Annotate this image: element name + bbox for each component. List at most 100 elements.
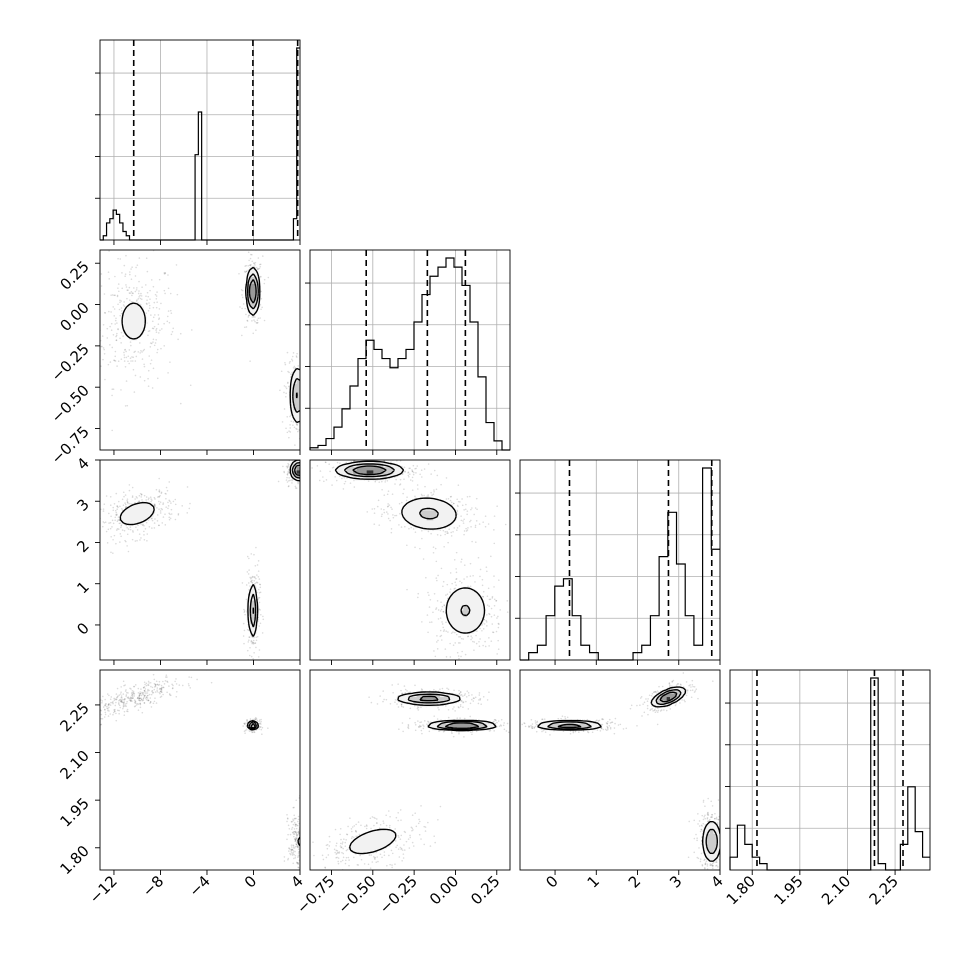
scatter-point: [470, 698, 473, 701]
scatter-point: [106, 705, 108, 708]
density-cell: [436, 500, 441, 504]
scatter-point: [439, 534, 442, 537]
scatter-point: [153, 522, 156, 524]
scatter-point: [427, 463, 430, 465]
density-cell: [250, 623, 254, 628]
scatter-point: [152, 306, 155, 309]
scatter-point: [248, 259, 250, 262]
scatter-point: [437, 574, 439, 577]
density-cell: [416, 520, 421, 524]
scatter-point: [250, 577, 252, 580]
density-cell: [433, 520, 438, 524]
scatter-point: [169, 292, 172, 295]
scatter-point: [440, 483, 442, 486]
density-cell: [470, 596, 474, 601]
scatter-point: [307, 850, 309, 852]
scatter-point: [143, 689, 146, 692]
scatter-point: [256, 581, 259, 584]
scatter-point: [288, 362, 291, 364]
scatter-point: [311, 471, 313, 473]
scatter-point: [167, 501, 169, 504]
scatter-point: [127, 697, 130, 699]
scatter-point: [121, 498, 124, 501]
scatter-point: [313, 854, 315, 857]
scatter-point: [447, 497, 450, 500]
scatter-point: [161, 691, 163, 693]
density-cell: [346, 463, 351, 468]
scatter-point: [145, 697, 147, 700]
density-cell: [250, 600, 254, 604]
scatter-point: [129, 341, 132, 343]
scatter-point: [493, 614, 496, 616]
scatter-point: [486, 570, 488, 573]
scatter-point: [258, 601, 261, 604]
scatter-point: [457, 655, 460, 657]
scatter-point: [122, 701, 124, 704]
scatter-point: [467, 692, 470, 694]
scatter-point: [490, 640, 493, 642]
scatter-point: [344, 480, 347, 483]
scatter-point: [473, 513, 475, 516]
scatter-point: [262, 615, 264, 618]
scatter-point: [117, 257, 119, 260]
contour-level-0: [246, 719, 300, 847]
scatter-point: [382, 822, 385, 824]
scatter-point: [288, 847, 291, 850]
density-cell: [130, 506, 134, 511]
scatter-point: [191, 329, 193, 331]
scatter-point: [497, 639, 499, 642]
scatter-point: [307, 480, 309, 482]
density-cell: [406, 506, 411, 511]
scatter-point: [445, 477, 448, 479]
scatter-point: [112, 711, 115, 714]
scatter-point: [325, 844, 328, 847]
scatter-point: [301, 457, 303, 459]
scatter-point: [470, 638, 472, 641]
density-cell: [426, 523, 431, 528]
density-cell: [296, 370, 300, 374]
density-cell: [473, 603, 478, 608]
density-cell: [350, 470, 354, 474]
panel-3-1: −0.75−0.50−0.25 0.00 0.25: [293, 669, 511, 917]
scatter-point: [258, 625, 261, 627]
scatter-point: [127, 360, 129, 363]
scatter-point: [403, 685, 406, 687]
scatter-point: [125, 254, 127, 257]
density-cell: [293, 386, 298, 391]
scatter-point: [251, 582, 254, 584]
density-cell: [446, 520, 451, 524]
scatter-point: [124, 503, 127, 506]
scatter-point: [243, 730, 246, 732]
scatter-point: [91, 527, 93, 529]
density-cell: [130, 520, 134, 524]
scatter-point: [136, 697, 139, 699]
scatter-point: [433, 592, 436, 595]
scatter-point: [120, 358, 123, 360]
scatter-point: [397, 811, 399, 814]
scatter-point: [155, 306, 158, 309]
scatter-point: [136, 702, 139, 705]
scatter-point: [250, 640, 253, 643]
scatter-point: [132, 356, 135, 359]
scatter-point: [423, 825, 426, 828]
scatter-point: [294, 840, 297, 842]
scatter-point: [412, 464, 415, 467]
scatter-point: [292, 862, 295, 865]
scatter-point: [337, 860, 339, 863]
scatter-point: [294, 444, 296, 446]
density-cell: [126, 320, 131, 324]
scatter-point: [295, 487, 298, 489]
scatter-point: [336, 849, 339, 852]
scatter-point: [495, 719, 497, 722]
scatter-point: [246, 319, 248, 322]
scatter-point: [341, 859, 344, 862]
scatter-point: [123, 354, 126, 356]
scatter-point: [464, 693, 467, 695]
scatter-point: [328, 845, 331, 847]
density-cell: [470, 613, 474, 618]
density-cell: [250, 296, 254, 301]
scatter-point: [110, 535, 112, 538]
scatter-point: [291, 854, 294, 856]
scatter-point: [120, 342, 122, 344]
scatter-point: [373, 824, 375, 827]
